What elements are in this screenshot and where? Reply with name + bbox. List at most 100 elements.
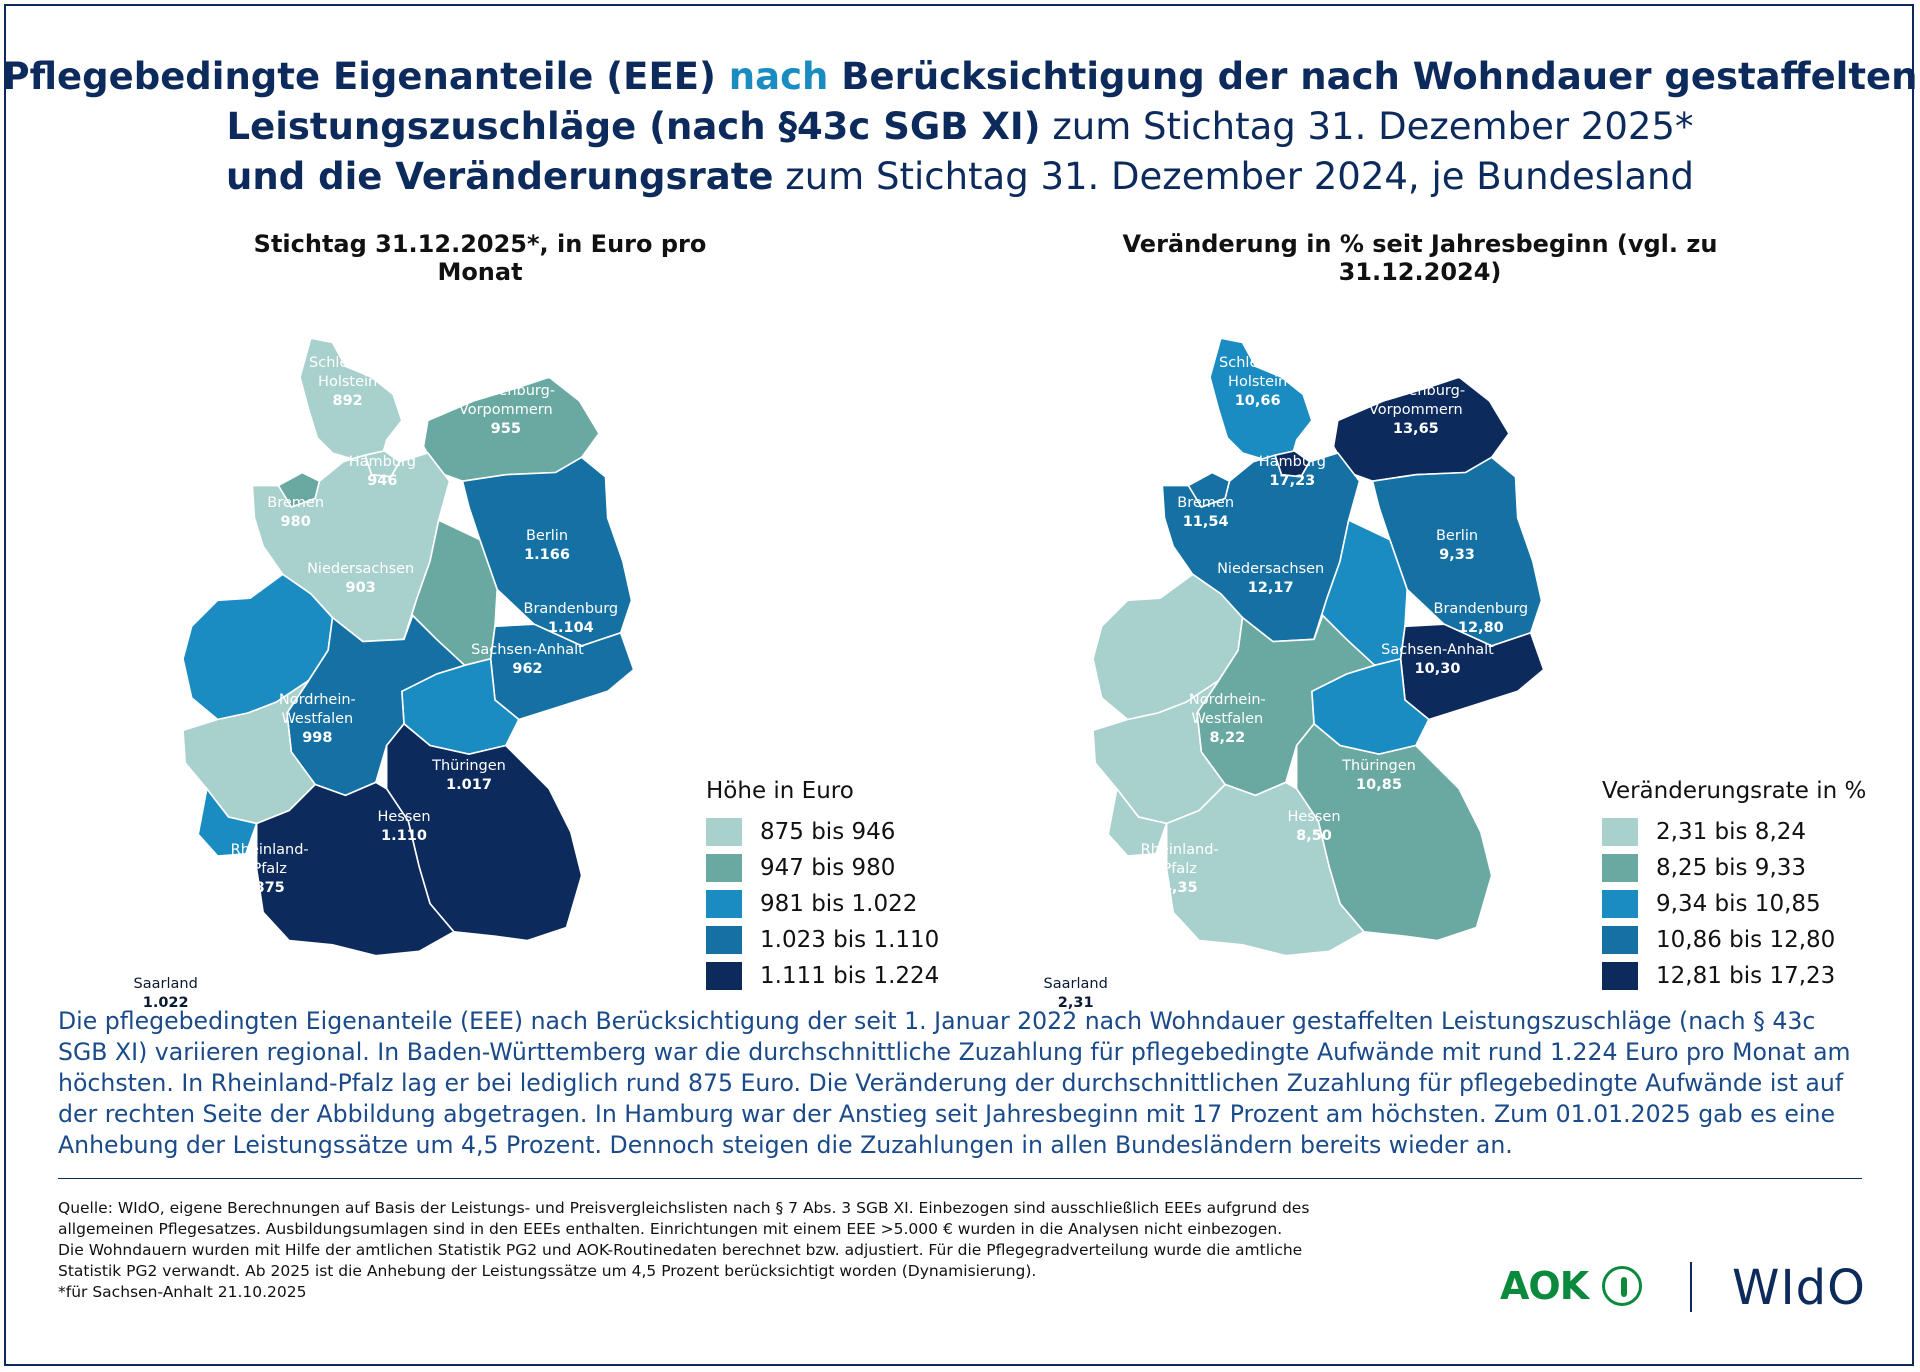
state-shape-saarland [1107, 786, 1168, 857]
state-value: 903 [345, 579, 376, 596]
legend-item: 9,34 bis 10,85 [1602, 886, 1866, 922]
state-name: Schleswig- [309, 355, 387, 372]
divider-line [58, 1178, 1862, 1179]
state-name: Pfalz [252, 860, 287, 877]
legend-item: 1.111 bis 1.224 [706, 958, 939, 994]
state-value: 1.059 [602, 731, 648, 748]
state-name: Sachsen [594, 712, 656, 729]
state-name: Sachsen [1504, 712, 1566, 729]
state-label: Hessen 1.110 [377, 808, 430, 846]
state-label: Baden- Württemberg 8,24 [1248, 1033, 1344, 1090]
state-label: Brandenburg 12,80 [1434, 600, 1529, 638]
state-value: 17,23 [1269, 473, 1316, 490]
legend-item: 981 bis 1.022 [706, 886, 939, 922]
state-label: Thüringen 10,85 [1342, 757, 1416, 795]
state-label: Schleswig- Holstein 892 [309, 354, 386, 411]
state-name: Nordrhein- [278, 692, 356, 709]
state-name: Bayern [530, 991, 582, 1008]
state-name: Baden- [360, 1034, 413, 1051]
state-name: Württemberg [338, 1053, 435, 1070]
legend-swatch [706, 818, 742, 846]
legend-label: 875 bis 946 [760, 819, 896, 845]
state-value: 962 [512, 660, 543, 677]
state-label: Niedersachsen 903 [307, 560, 414, 598]
state-value: 1.224 [363, 1072, 410, 1089]
state-name: Saarland [133, 976, 198, 993]
state-label: Thüringen 1.017 [432, 757, 506, 795]
state-label: Bremen 11,54 [1177, 494, 1234, 532]
legend-item: 1.023 bis 1.110 [706, 922, 939, 958]
state-value: 12,17 [1247, 579, 1294, 596]
state-name: Bremen [267, 494, 325, 511]
logo-divider [1690, 1262, 1692, 1312]
state-label: Berlin 1.166 [524, 527, 570, 565]
state-value: 9,33 [1439, 546, 1475, 563]
state-label: Hamburg 17,23 [1259, 453, 1326, 491]
aok-leaf-icon [1602, 1266, 1642, 1306]
state-label: Sachsen-Anhalt 962 [471, 641, 584, 679]
state-value: 8,22 [1209, 730, 1246, 747]
state-value: 955 [490, 421, 521, 438]
left-map: Schleswig- Holstein 892 Mecklenburg- Vorpomm… [134, 268, 690, 1088]
state-value: 10,85 [1356, 777, 1402, 794]
source-line: Die Wohndauern wurden mit Hilfe der amtl… [58, 1241, 1303, 1259]
state-name: Berlin [525, 527, 569, 544]
legend-swatch [1602, 818, 1638, 846]
state-name: Sachsen-Anhalt [1381, 641, 1494, 658]
germany-map-svg [182, 337, 635, 957]
state-name: Sachsen-Anhalt [471, 641, 584, 658]
state-label: Sachsen 14,16 [1505, 712, 1566, 750]
legend-label: 12,81 bis 17,23 [1656, 963, 1836, 989]
state-label: Niedersachsen 12,17 [1217, 560, 1324, 598]
state-label: Hamburg 946 [349, 453, 416, 491]
state-name: Holstein [1228, 374, 1288, 391]
state-value: 1.155 [532, 1010, 579, 1027]
germany-map-svg [1092, 337, 1545, 957]
state-value: 1.022 [142, 995, 189, 1012]
state-value: 1.017 [446, 777, 492, 794]
legend-swatch [1602, 890, 1638, 918]
state-value: 10,30 [1414, 660, 1461, 677]
state-value: 875 [254, 879, 285, 896]
legend-item: 10,86 bis 12,80 [1602, 922, 1866, 958]
left-map-heading: Stichtag 31.12.2025*, in Euro pro Monat [253, 230, 707, 286]
state-label: Baden- Württemberg 1.224 [338, 1033, 434, 1090]
legend-item: 8,25 bis 9,33 [1602, 850, 1866, 886]
state-name: Saarland [1043, 976, 1108, 993]
logos: AOK WIdO [1500, 1260, 1880, 1322]
state-label: Brandenburg 1.104 [524, 600, 619, 638]
state-label: Saarland 2,31 [1044, 975, 1108, 1013]
legend-label: 10,86 bis 12,80 [1656, 927, 1836, 953]
state-name: Nordrhein- [1188, 692, 1266, 709]
state-label: Bayern 8,90 [1440, 990, 1491, 1028]
state-value: 4,35 [1161, 879, 1198, 896]
state-name: Hessen [1287, 808, 1341, 825]
page-title: Pflegebedingte Eigenanteile (EEE) nach B… [2, 55, 1918, 198]
state-label: Sachsen-Anhalt 10,30 [1381, 641, 1494, 679]
state-name: Westfalen [1191, 711, 1264, 728]
state-value: 13,65 [1392, 421, 1439, 438]
state-label: Hessen 8,50 [1287, 808, 1340, 846]
legend-label: 947 bis 980 [760, 855, 896, 881]
state-name: Thüringen [432, 758, 506, 775]
state-label: Nordrhein- Westfalen 8,22 [1189, 691, 1266, 748]
state-name: Vorpommern [1368, 402, 1463, 419]
state-value: 14,16 [1512, 731, 1558, 748]
state-name: Niedersachsen [307, 560, 415, 577]
legend-item: 875 bis 946 [706, 814, 939, 850]
state-name: Württemberg [1248, 1053, 1345, 1070]
state-value: 8,90 [1447, 1010, 1484, 1027]
state-name: Rheinland- [1140, 841, 1219, 858]
legend-item: 947 bis 980 [706, 850, 939, 886]
state-name: Brandenburg [1433, 601, 1529, 618]
state-label: Berlin 9,33 [1436, 527, 1478, 565]
state-name: Westfalen [281, 711, 354, 728]
state-label: Rheinland- Pfalz 875 [231, 841, 309, 898]
state-shape-saarland [197, 786, 258, 857]
state-value: 11,54 [1182, 513, 1229, 530]
state-label: Sachsen 1.059 [595, 712, 656, 750]
state-shape-schleswigholstein [299, 337, 403, 461]
state-label: Saarland 1.022 [134, 975, 198, 1013]
state-value: 10,66 [1234, 393, 1281, 410]
aok-logo: AOK [1500, 1264, 1589, 1308]
